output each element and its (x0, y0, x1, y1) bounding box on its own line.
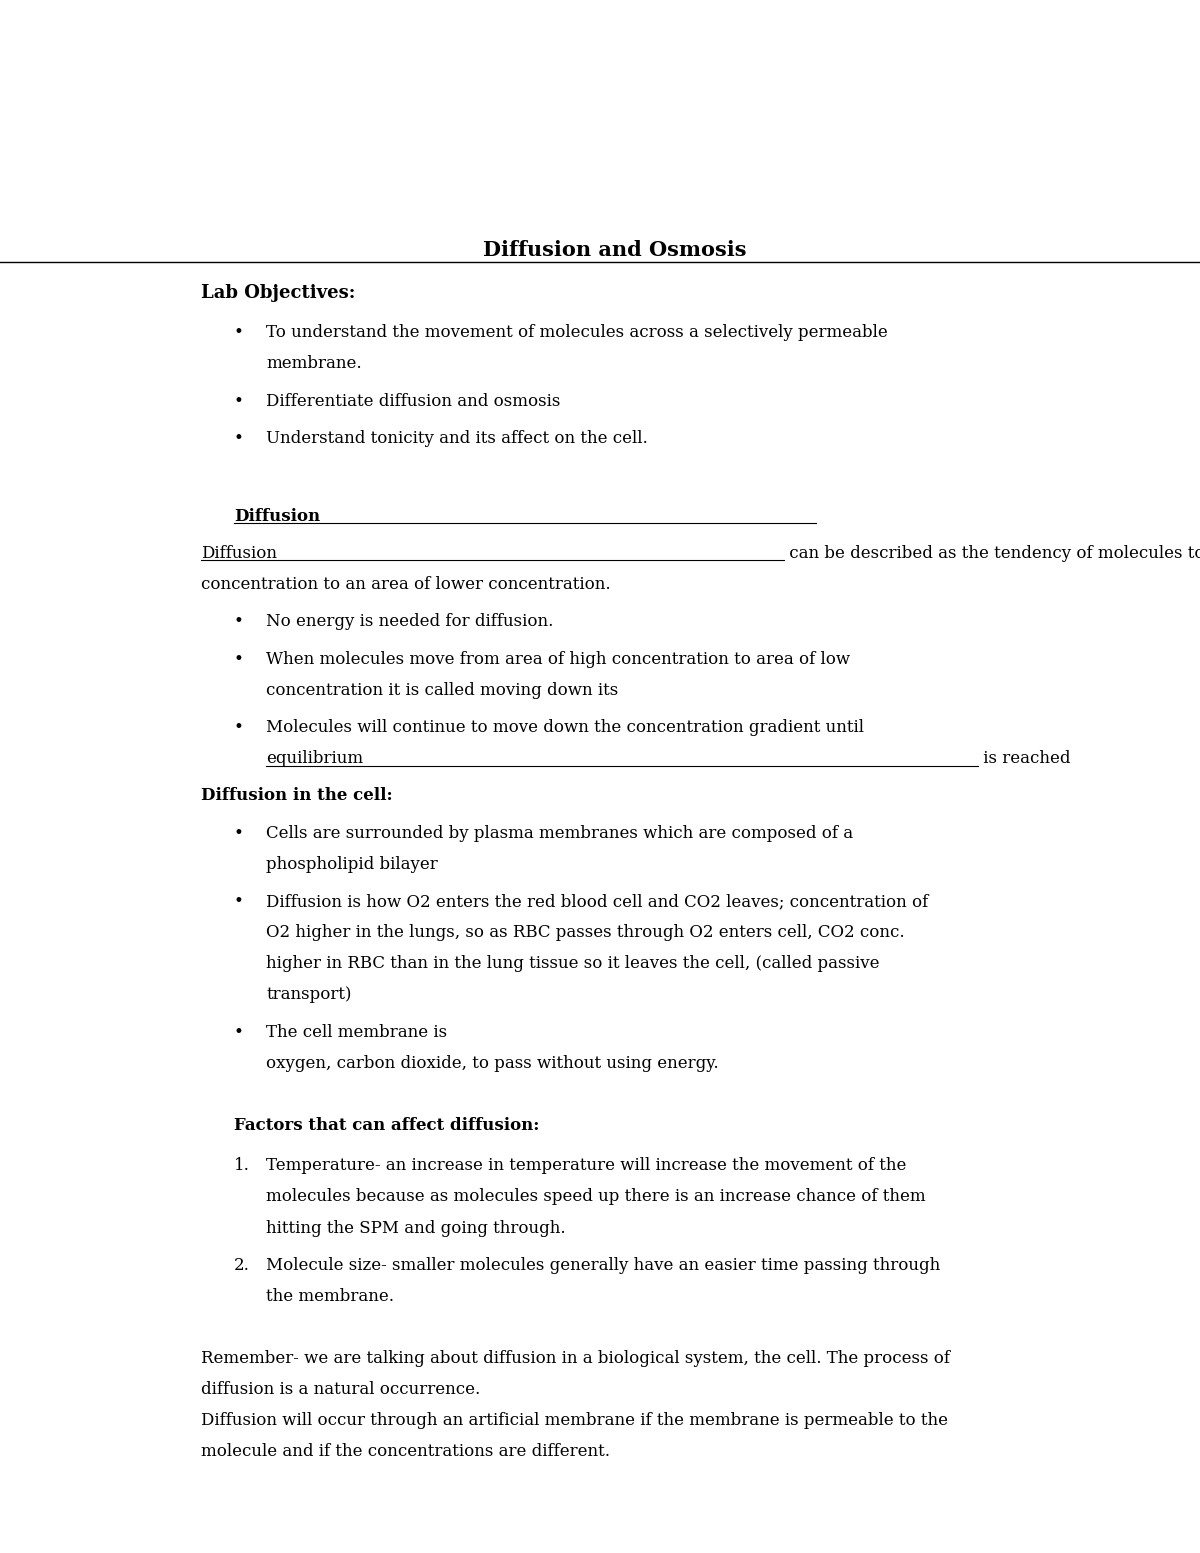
Text: Molecule size- smaller molecules generally have an easier time passing through: Molecule size- smaller molecules general… (266, 1256, 941, 1273)
Text: Remember- we are talking about diffusion in a biological system, the cell. The p: Remember- we are talking about diffusion… (202, 1350, 950, 1367)
Text: molecule and if the concentrations are different.: molecule and if the concentrations are d… (202, 1443, 610, 1460)
Text: 2.: 2. (234, 1256, 250, 1273)
Text: To understand the movement of molecules across a selectively permeable: To understand the movement of molecules … (266, 325, 888, 342)
Text: No energy is needed for diffusion.: No energy is needed for diffusion. (266, 613, 553, 631)
Text: higher in RBC than in the lung tissue so it leaves the cell, (called passive: higher in RBC than in the lung tissue so… (266, 955, 880, 972)
Text: Diffusion is how O2 enters the red blood cell and CO2 leaves; concentration of: Diffusion is how O2 enters the red blood… (266, 893, 929, 910)
Text: •: • (234, 651, 244, 668)
Text: •: • (234, 613, 244, 631)
Text: When molecules move from area of high concentration to area of low: When molecules move from area of high co… (266, 651, 851, 668)
Text: equilibrium: equilibrium (266, 750, 364, 767)
Text: concentration to an area of lower concentration.: concentration to an area of lower concen… (202, 576, 611, 593)
Text: Factors that can affect diffusion:: Factors that can affect diffusion: (234, 1117, 539, 1134)
Text: oxygen, carbon dioxide, to pass without using energy.: oxygen, carbon dioxide, to pass without … (266, 1054, 719, 1072)
Text: •: • (234, 893, 244, 910)
Text: transport): transport) (266, 986, 352, 1003)
Text: phospholipid bilayer: phospholipid bilayer (266, 856, 438, 873)
Text: molecules because as molecules speed up there is an increase chance of them: molecules because as molecules speed up … (266, 1188, 926, 1205)
Text: Diffusion and Osmosis: Diffusion and Osmosis (484, 241, 746, 261)
Text: is reached: is reached (978, 750, 1070, 767)
Text: Diffusion will occur through an artificial membrane if the membrane is permeable: Diffusion will occur through an artifici… (202, 1412, 948, 1429)
Text: The cell membrane is: The cell membrane is (266, 1023, 452, 1041)
Text: •: • (234, 430, 244, 447)
Text: 1.: 1. (234, 1157, 250, 1174)
Text: Lab Objectives:: Lab Objectives: (202, 284, 355, 301)
Text: can be described as the tendency of molecules to move from an area of high: can be described as the tendency of mole… (784, 545, 1200, 562)
Text: concentration it is called moving down its: concentration it is called moving down i… (266, 682, 624, 699)
Text: Diffusion: Diffusion (234, 508, 320, 525)
Text: Diffusion: Diffusion (202, 545, 277, 562)
Text: Molecules will continue to move down the concentration gradient until: Molecules will continue to move down the… (266, 719, 864, 736)
Text: Understand tonicity and its affect on the cell.: Understand tonicity and its affect on th… (266, 430, 648, 447)
Text: the membrane.: the membrane. (266, 1287, 395, 1305)
Text: Diffusion in the cell:: Diffusion in the cell: (202, 787, 392, 804)
Text: •: • (234, 1023, 244, 1041)
Text: hitting the SPM and going through.: hitting the SPM and going through. (266, 1219, 566, 1236)
Text: Cells are surrounded by plasma membranes which are composed of a: Cells are surrounded by plasma membranes… (266, 825, 853, 842)
Text: Differentiate diffusion and osmosis: Differentiate diffusion and osmosis (266, 393, 560, 410)
Text: Temperature- an increase in temperature will increase the movement of the: Temperature- an increase in temperature … (266, 1157, 907, 1174)
Text: •: • (234, 325, 244, 342)
Text: membrane.: membrane. (266, 356, 362, 373)
Text: •: • (234, 719, 244, 736)
Text: •: • (234, 393, 244, 410)
Text: O2 higher in the lungs, so as RBC passes through O2 enters cell, CO2 conc.: O2 higher in the lungs, so as RBC passes… (266, 924, 905, 941)
Text: •: • (234, 825, 244, 842)
Text: diffusion is a natural occurrence.: diffusion is a natural occurrence. (202, 1381, 480, 1398)
